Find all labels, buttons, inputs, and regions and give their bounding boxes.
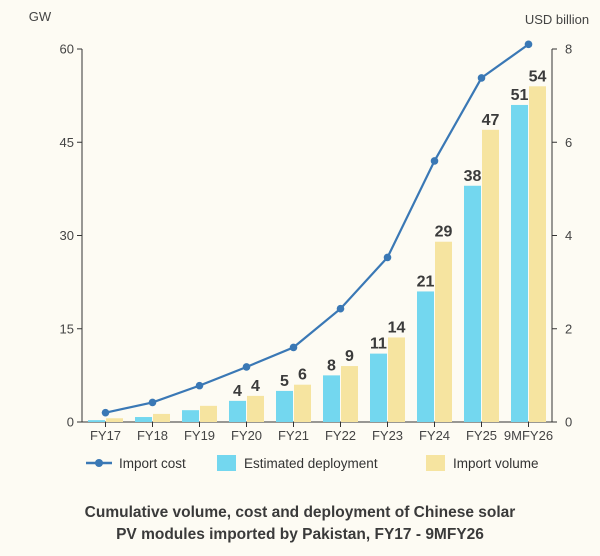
legend-label: Import cost: [119, 456, 186, 471]
data-label: 14: [388, 319, 406, 336]
left-axis-tick-label: 60: [60, 42, 74, 57]
right-axis-unit: USD billion: [525, 12, 589, 27]
right-axis-tick-label: 8: [565, 42, 572, 57]
chart-title: Cumulative volume, cost and deployment o…: [0, 502, 600, 546]
bar-estimated-deployment: [370, 353, 387, 422]
data-label: 29: [435, 224, 453, 241]
data-label: 51: [511, 87, 529, 104]
line-path: [105, 43, 530, 414]
right-axis-tick-label: 0: [565, 415, 572, 430]
chart-bars: [88, 86, 546, 423]
bar-import-volume: [247, 395, 264, 422]
data-labels: 4 5 8 11 21 38 51 4 6 9 14 29 47 54: [233, 68, 546, 400]
x-axis-tick-label: FY21: [278, 428, 309, 443]
bar-estimated-deployment: [511, 104, 528, 422]
data-label: 4: [251, 378, 260, 395]
data-label: 21: [417, 273, 435, 290]
line-point: [195, 381, 204, 390]
data-label: 54: [529, 68, 547, 85]
bar-estimated-deployment: [417, 291, 434, 422]
x-axis-tick-label: FY17: [90, 428, 121, 443]
line-point: [289, 343, 298, 352]
right-axis-tick-label: 4: [565, 228, 572, 243]
left-axis-tick-label: 45: [60, 135, 74, 150]
bar-estimated-deployment: [464, 185, 481, 422]
data-label: 4: [233, 383, 242, 400]
chart-title-line-1: Cumulative volume, cost and deployment o…: [84, 504, 516, 521]
legend: Import cost Estimated deployment Import vo…: [86, 455, 539, 471]
import-cost-line: [101, 40, 533, 417]
bar-estimated-deployment: [229, 400, 246, 422]
bar-import-volume: [482, 129, 499, 423]
chart-title-line-2: PV modules imported by Pakistan, FY17 - …: [116, 526, 484, 543]
bar-import-volume: [341, 366, 358, 422]
bar-import-volume: [294, 384, 311, 422]
line-point: [383, 253, 392, 262]
legend-label: Import volume: [453, 456, 539, 471]
data-label: 11: [370, 336, 387, 353]
data-label: 9: [345, 348, 354, 365]
line-point: [148, 398, 157, 407]
data-label: 5: [280, 373, 289, 390]
legend-label: Estimated deployment: [244, 456, 378, 471]
bar-estimated-deployment: [88, 420, 105, 422]
data-label: 38: [464, 168, 482, 185]
legend-swatch: [217, 455, 236, 471]
line-point: [430, 157, 439, 165]
bar-import-volume: [153, 413, 170, 422]
bar-import-volume: [106, 418, 123, 422]
line-point: [336, 304, 345, 313]
data-label: 6: [298, 367, 307, 384]
bar-import-volume: [435, 241, 452, 422]
left-axis-unit: GW: [29, 9, 52, 24]
x-axis-tick-label: FY18: [137, 428, 168, 443]
bar-estimated-deployment: [276, 390, 293, 422]
x-axis-tick-label: FY25: [466, 428, 497, 443]
bar-import-volume: [529, 86, 546, 423]
right-axis-tick-label: 2: [565, 321, 572, 336]
data-label: 47: [482, 112, 500, 129]
legend-swatch: [426, 455, 445, 471]
right-axis-tick-label: 6: [565, 135, 572, 150]
left-axis-tick-label: 15: [60, 321, 74, 336]
bar-estimated-deployment: [135, 417, 152, 422]
line-point: [242, 363, 251, 371]
x-axis-tick-label: 9MFY26: [504, 428, 553, 443]
x-axis-tick-label: FY22: [325, 428, 356, 443]
bar-estimated-deployment: [182, 410, 199, 422]
left-axis-tick-label: 30: [60, 228, 74, 243]
bar-estimated-deployment: [323, 375, 340, 422]
x-axis-tick-label: FY23: [372, 428, 403, 443]
legend-line-marker: [95, 459, 103, 467]
line-point: [477, 74, 486, 82]
bar-import-volume: [388, 337, 405, 422]
data-label: 8: [327, 357, 336, 374]
x-axis-tick-label: FY20: [231, 428, 262, 443]
line-point: [524, 40, 533, 49]
x-axis-tick-label: FY24: [419, 428, 450, 443]
line-point: [101, 408, 110, 417]
left-axis-tick-label: 0: [67, 415, 74, 430]
bar-import-volume: [200, 405, 217, 422]
x-axis-tick-label: FY19: [184, 428, 215, 443]
